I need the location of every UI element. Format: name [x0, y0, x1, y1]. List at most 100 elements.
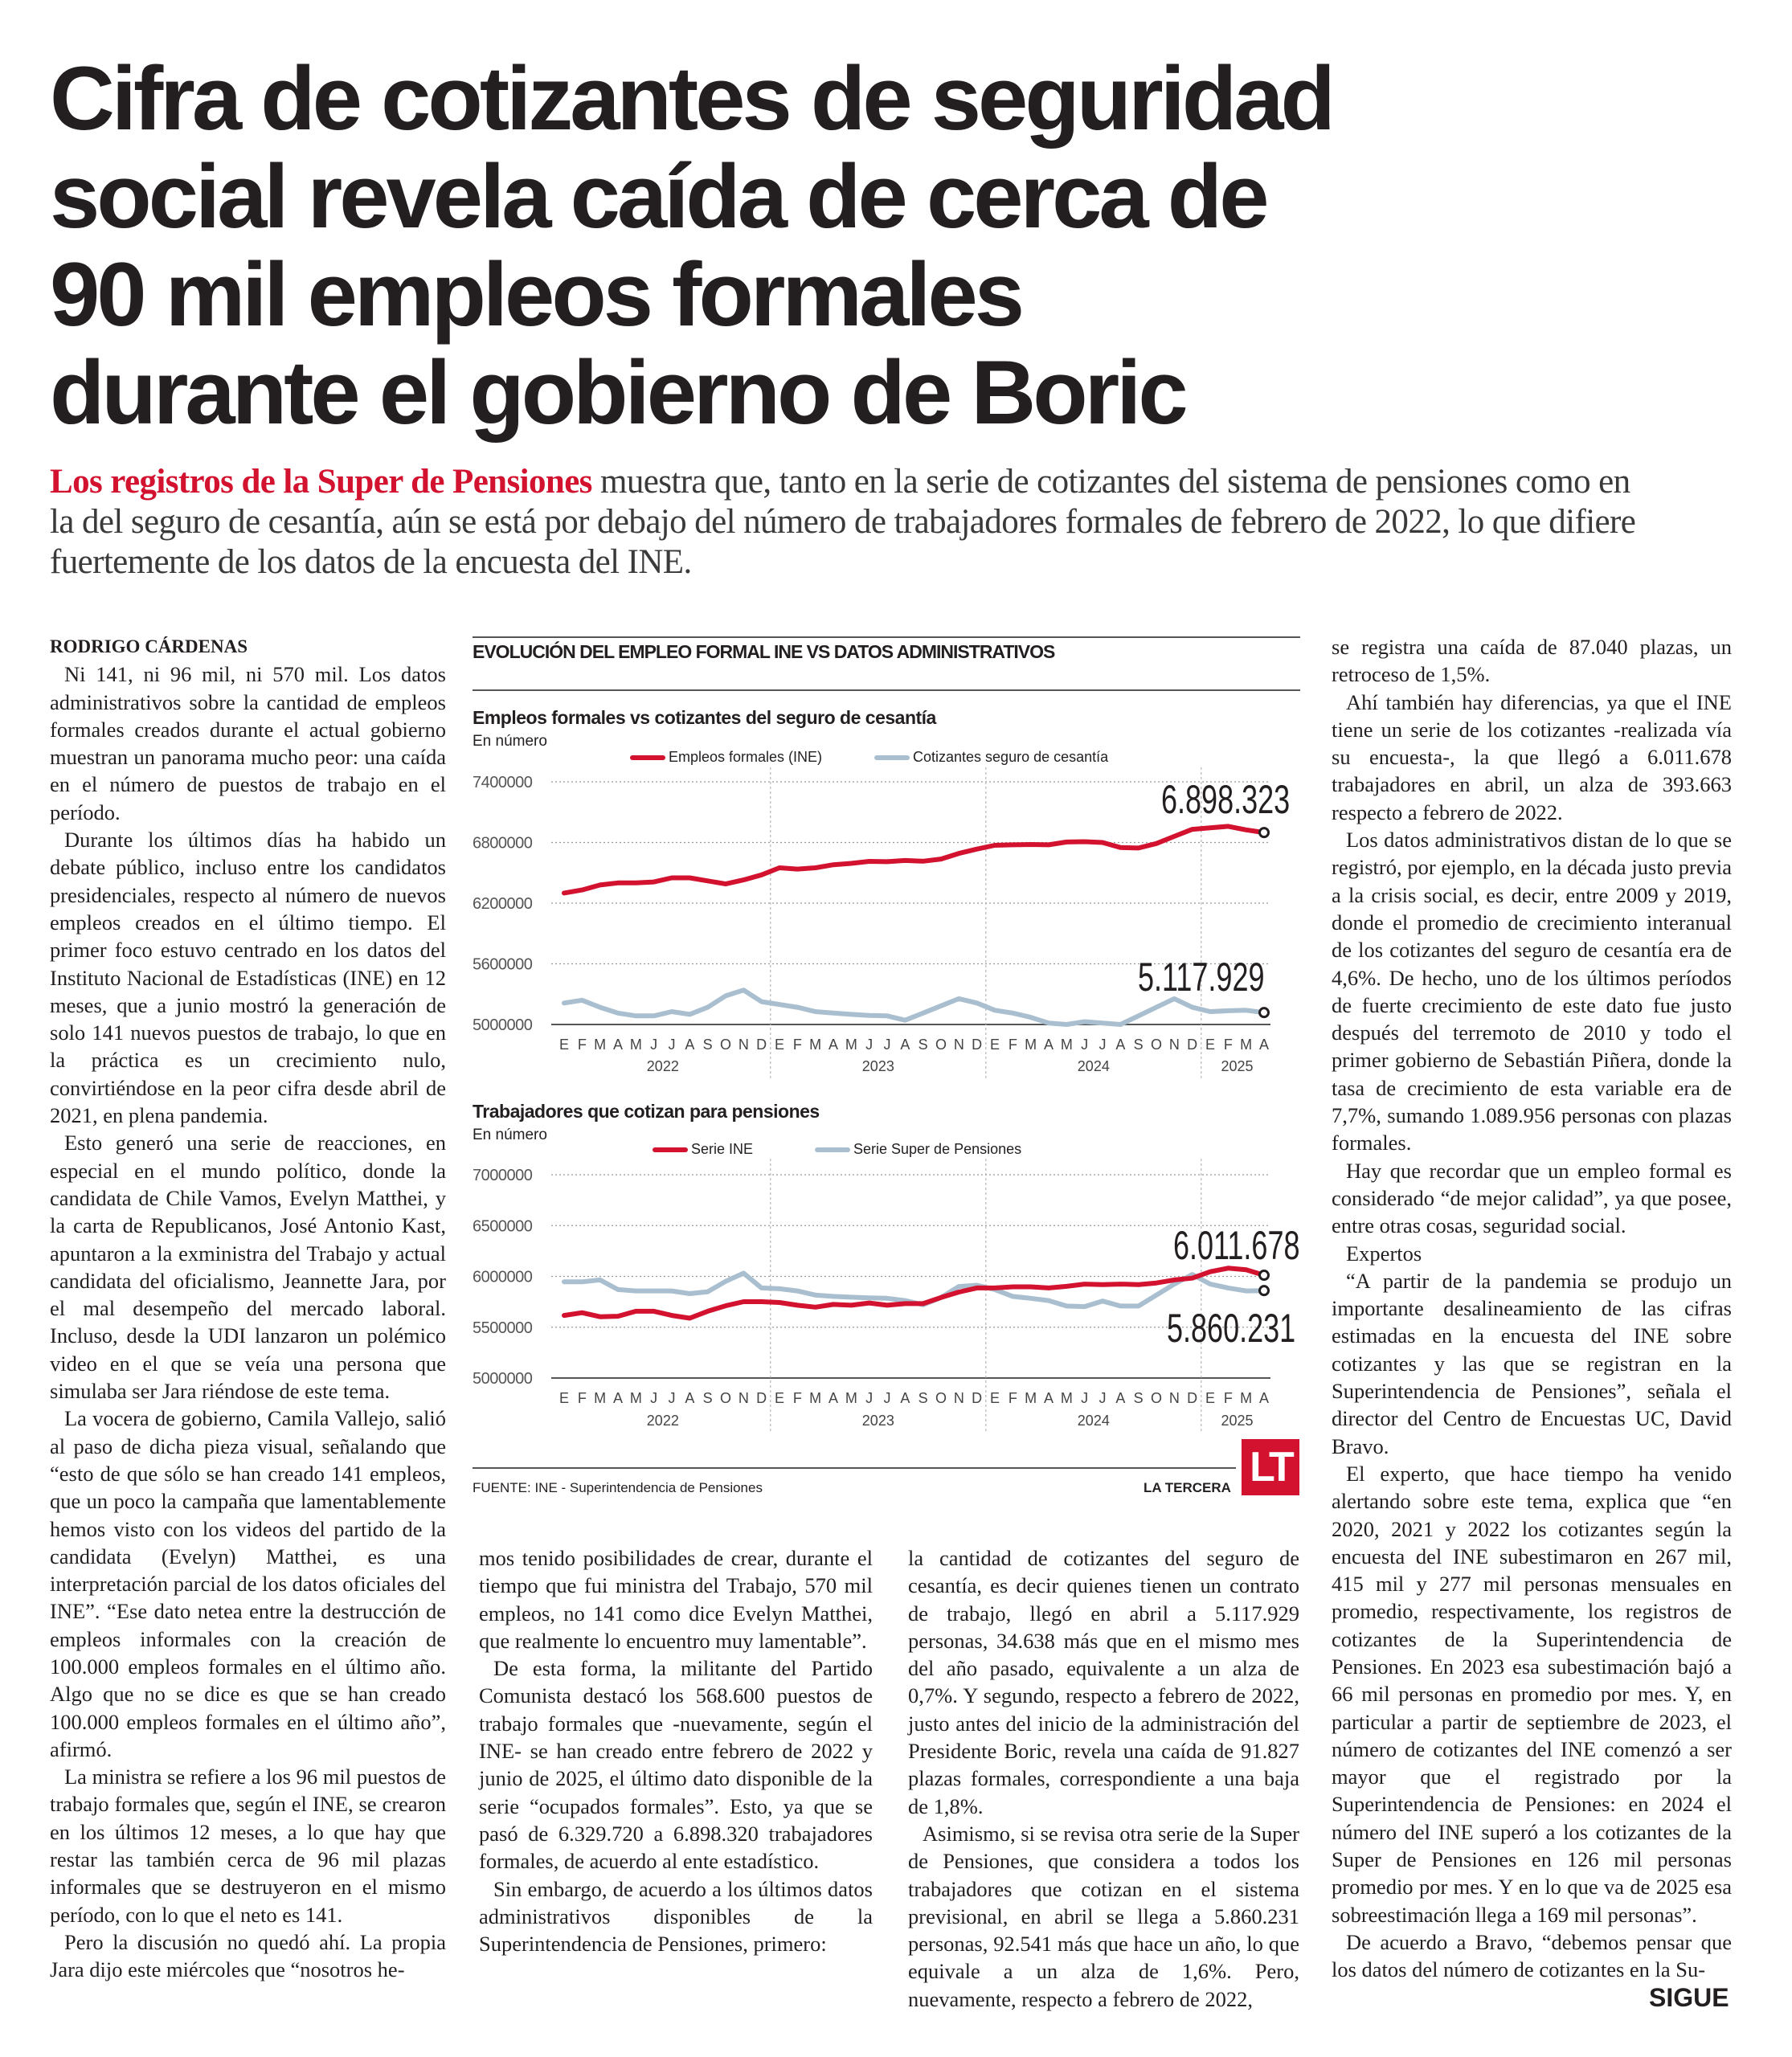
x-tick-label: J — [884, 1037, 891, 1053]
chart2-legend-item: Serie INE — [653, 1141, 753, 1158]
x-tick-label: S — [919, 1390, 928, 1406]
x-tick-label: O — [935, 1390, 947, 1406]
x-tick-label: A — [1044, 1390, 1054, 1406]
year-label: 2022 — [647, 1413, 679, 1429]
x-tick-label: A — [1115, 1390, 1125, 1406]
x-tick-label: J — [669, 1390, 676, 1406]
x-tick-label: M — [1025, 1037, 1037, 1053]
x-tick-label: A — [900, 1037, 910, 1053]
x-tick-label: D — [972, 1037, 982, 1053]
year-label: 2022 — [647, 1058, 679, 1074]
chart2-title: Trabajadores que cotizan para pensiones — [473, 1101, 820, 1122]
x-tick-label: N — [954, 1037, 964, 1053]
x-tick-label: J — [865, 1037, 873, 1053]
divider — [473, 636, 1300, 638]
year-label: 2025 — [1221, 1058, 1253, 1074]
chart2-end-label-super: 5.860.231 — [1167, 1306, 1296, 1351]
x-tick-label: S — [1134, 1037, 1144, 1053]
x-tick-label: J — [884, 1390, 891, 1406]
x-tick-label: S — [1134, 1390, 1144, 1406]
chart1-subtitle: En número — [473, 733, 547, 750]
paragraph: Los datos administrativos distan de lo q… — [1332, 828, 1732, 1155]
chart1-legend-item: Cotizantes seguro de cesantía — [874, 749, 1108, 766]
x-tick-label: E — [559, 1390, 569, 1406]
x-tick-label: M — [594, 1037, 606, 1053]
year-label: 2024 — [1078, 1413, 1110, 1429]
x-tick-label: N — [738, 1037, 749, 1053]
y-tick-label: 5000000 — [473, 1370, 533, 1388]
x-tick-label: J — [650, 1390, 657, 1406]
x-tick-label: J — [669, 1037, 676, 1053]
chart2-end-label-ine: 6.011.678 — [1173, 1223, 1300, 1268]
source-note: FUENTE: INE - Superintendencia de Pensio… — [473, 1480, 763, 1495]
x-tick-label: E — [559, 1037, 569, 1053]
x-tick-label: A — [1259, 1037, 1269, 1053]
x-tick-label: S — [703, 1390, 713, 1406]
x-tick-label: M — [845, 1037, 857, 1053]
year-label: 2023 — [862, 1413, 894, 1429]
paragraph: La ministra se refiere a los 96 mil pues… — [50, 1765, 446, 1927]
paragraph: De acuerdo a Bravo, “debemos pensar que … — [1332, 1929, 1732, 1982]
x-tick-label: D — [756, 1390, 767, 1406]
headline-line: Cifra de cotizantes de seguridad — [50, 48, 1336, 149]
paragraph: la cantidad de cotizantes del seguro de … — [908, 1546, 1299, 1818]
x-tick-label: M — [809, 1037, 821, 1053]
x-tick-label: S — [703, 1037, 713, 1053]
x-tick-label: N — [1169, 1390, 1180, 1406]
chart2-subtitle: En número — [473, 1127, 547, 1143]
series-end-point — [1258, 1270, 1270, 1282]
y-tick-label: 5500000 — [473, 1319, 533, 1337]
article-column-1: RODRIGO CÁRDENAS Ni 141, ni 96 mil, ni 5… — [50, 633, 446, 1984]
y-tick-label: 5000000 — [473, 1016, 533, 1034]
x-tick-label: O — [1151, 1037, 1162, 1053]
x-tick-label: D — [756, 1037, 767, 1053]
y-tick-label: 6200000 — [473, 895, 533, 913]
paragraph: mos tenido posibilidades de crear, duran… — [479, 1546, 873, 1653]
legend-swatch — [874, 755, 910, 761]
x-tick-label: A — [828, 1037, 838, 1053]
headline: Cifra de cotizantes de seguridad social … — [50, 50, 1657, 442]
legend-label: Serie Super de Pensiones — [853, 1141, 1022, 1157]
headline-line: durante el gobierno de Boric — [50, 342, 1189, 443]
paragraph: De esta forma, la militante del Partido … — [479, 1656, 873, 1874]
x-tick-label: M — [1025, 1390, 1037, 1406]
x-tick-label: E — [1205, 1037, 1215, 1053]
paragraph: “A partir de la pandemia se produjo un i… — [1332, 1268, 1732, 1458]
legend-swatch — [653, 1147, 688, 1153]
x-tick-label: S — [919, 1037, 928, 1053]
y-tick-label: 6500000 — [473, 1217, 533, 1235]
x-tick-label: M — [1061, 1037, 1073, 1053]
x-tick-label: A — [685, 1390, 694, 1406]
x-tick-label: E — [775, 1390, 784, 1406]
x-tick-label: M — [1240, 1390, 1252, 1406]
x-tick-label: A — [828, 1390, 838, 1406]
paragraph: Sin embargo, de acuerdo a los últimos da… — [479, 1876, 873, 1957]
year-label: 2023 — [862, 1058, 894, 1074]
x-tick-label: F — [1224, 1037, 1233, 1053]
x-tick-label: F — [793, 1037, 802, 1053]
x-tick-label: E — [990, 1390, 1000, 1406]
x-tick-label: O — [720, 1390, 731, 1406]
paragraph: Ni 141, ni 96 mil, ni 570 mil. Los datos… — [50, 662, 446, 824]
x-tick-label: E — [990, 1037, 1000, 1053]
paragraph: La vocera de gobierno, Camila Vallejo, s… — [50, 1406, 446, 1761]
article-column-3: la cantidad de cotizantes del seguro de … — [908, 1544, 1299, 2013]
legend-label: Serie INE — [691, 1141, 754, 1157]
chart1-end-label-cesantia: 5.117.929 — [1138, 955, 1265, 1000]
x-tick-label: F — [578, 1390, 587, 1406]
brand-name: LA TERCERA — [1144, 1480, 1231, 1495]
paragraph: Durante los últimos días ha habido un de… — [50, 828, 446, 1128]
x-tick-label: D — [1187, 1037, 1197, 1053]
x-tick-label: E — [775, 1037, 784, 1053]
x-tick-label: O — [935, 1037, 947, 1053]
x-tick-label: A — [685, 1037, 694, 1053]
x-tick-label: J — [650, 1037, 657, 1053]
paragraph: Hay que recordar que un empleo formal es… — [1332, 1158, 1732, 1238]
year-label: 2024 — [1078, 1058, 1110, 1074]
legend-swatch — [630, 755, 665, 761]
x-tick-label: M — [845, 1390, 857, 1406]
x-tick-label: A — [900, 1390, 910, 1406]
continue-label: SIGUE — [1649, 1983, 1729, 2012]
series-line — [562, 1266, 1266, 1321]
